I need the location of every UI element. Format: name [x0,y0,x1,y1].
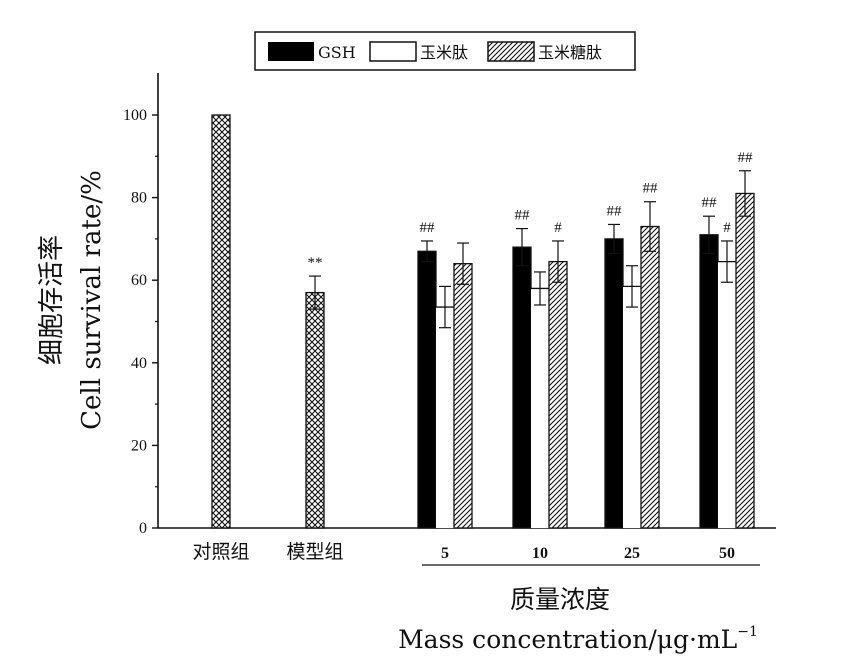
y-tick-label: 20 [131,437,147,454]
bar-control-0 [211,114,231,529]
bar-corn-glycopeptide [453,263,473,529]
x-tick-label: 25 [624,545,640,562]
bar-corn-glycopeptide [735,192,755,529]
bar-control-1 [305,291,325,529]
significance-mark: # [554,220,562,236]
x-tick-label: 50 [719,545,735,562]
legend-label-gsh: GSH [318,43,356,62]
legend-swatch-corn-peptide [369,41,417,62]
significance-mark: ## [643,181,659,197]
y-tick-label: 40 [131,355,147,372]
bar-gsh [512,246,532,529]
legend-swatch-corn-glycopeptide [487,41,535,62]
bars: **############## [211,114,755,529]
x-tick-label: 5 [441,545,449,562]
x-tick-label-control: 对照组 [192,541,249,563]
legend: GSH 玉米肽 玉米糖肽 [254,31,636,71]
bar-gsh [417,250,437,529]
bar-corn-peptide [623,286,641,528]
significance-mark: ** [308,255,323,271]
significance-mark: ## [702,195,718,211]
significance-mark: # [723,220,731,236]
y-tick-label: 60 [131,272,147,289]
significance-mark: ## [515,208,531,224]
x-tick-label-control: 模型组 [286,541,343,563]
x-tick-labels: 对照组 模型组 5 10 25 50 [192,541,735,563]
legend-label-corn-peptide: 玉米肽 [420,43,468,62]
y-tick-label: 100 [123,107,147,124]
y-tick-label: 0 [139,520,147,537]
y-axis-label-cn: 细胞存活率 [37,235,67,365]
x-axis-label-en-sup: −1 [737,624,758,640]
y-tick-label: 80 [131,190,147,207]
y-ticks: 0 20 40 60 80 100 [123,107,158,537]
bar-gsh [604,238,624,529]
bar-corn-glycopeptide [548,260,568,529]
x-axis-label-en-main: Mass concentration/μg·mL [398,625,737,654]
x-tick-label: 10 [532,545,548,562]
y-axis-label-en: Cell survival rate/% [77,170,107,430]
bar-gsh [699,234,719,529]
bar-corn-peptide [436,307,454,528]
legend-label-corn-glycopeptide: 玉米糖肽 [538,43,602,62]
x-axis-label-cn: 质量浓度 [510,585,610,614]
bar-corn-peptide [718,261,736,528]
significance-mark: ## [607,203,623,219]
x-axis-label-en: Mass concentration/μg·mL−1 [398,624,758,654]
bar-corn-glycopeptide [640,225,660,529]
bar-corn-peptide [531,288,549,528]
legend-frame [254,31,636,71]
significance-mark: ## [738,150,754,166]
legend-swatch-gsh [268,42,314,61]
significance-mark: ## [420,220,436,236]
